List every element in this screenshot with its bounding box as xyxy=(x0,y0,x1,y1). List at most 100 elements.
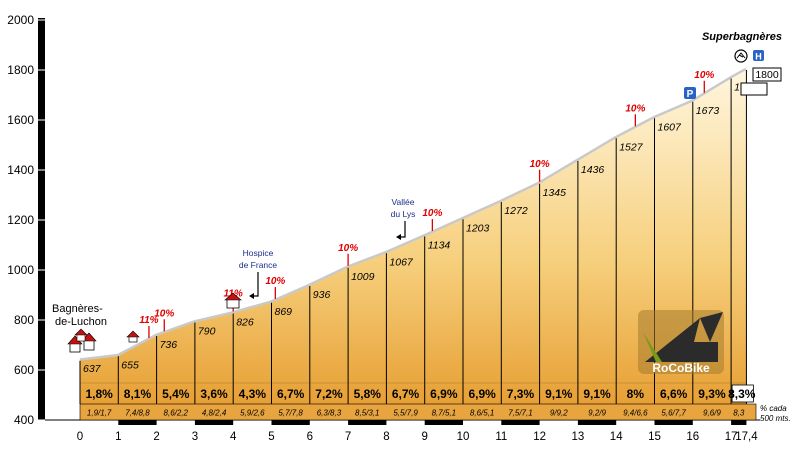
x-tick-label: 16 xyxy=(686,431,699,443)
town-label-line2: de-Luchon xyxy=(55,316,107,328)
hospice-icon xyxy=(224,292,242,309)
town-icon xyxy=(67,328,97,353)
segment-gradient-label: 6,7% xyxy=(392,387,420,401)
last-km-elevation-box xyxy=(740,82,768,96)
steep-marker-label: 10% xyxy=(265,276,285,287)
y-tick-label: 1600 xyxy=(7,113,34,127)
km-elevation-label: 826 xyxy=(236,317,254,329)
y-tick-label: 400 xyxy=(14,413,34,427)
segment-detail-label: 8,5/3,1 xyxy=(355,409,379,418)
x-tick-label: 4 xyxy=(230,431,237,443)
segment-detail-label: 4,8/2,4 xyxy=(202,409,227,418)
segment-detail-label: 6,3/8,3 xyxy=(317,409,342,418)
cyclist-sign-icon xyxy=(734,49,748,63)
x-tick-label: 7 xyxy=(345,431,351,443)
segment-detail-label: 5,6/7,7 xyxy=(661,409,686,418)
segment-detail-label: 7,5/7,1 xyxy=(508,409,532,418)
x-tick-label: 2 xyxy=(153,431,159,443)
segment-detail-label: 8,7/5,1 xyxy=(432,409,456,418)
segment-detail-label: 9/9,2 xyxy=(550,409,568,418)
svg-text:P: P xyxy=(687,89,694,100)
km-elevation-label: 1673 xyxy=(696,105,720,117)
segment-detail-label: 5,7/7,8 xyxy=(278,409,303,418)
x-tick-label: 5 xyxy=(268,431,274,443)
km-elevation-label: 1345 xyxy=(543,187,567,199)
x-axis-block xyxy=(654,420,693,425)
steep-marker-label: 10% xyxy=(694,70,714,81)
y-tick-label: 1800 xyxy=(7,63,34,77)
y-tick-label: 1000 xyxy=(7,263,34,277)
x-tick-label: 17 xyxy=(725,431,738,443)
vallee-label-line2: du Lys xyxy=(391,209,416,219)
segment-detail-label: 7,4/8,8 xyxy=(125,409,150,418)
km-elevation-label: 1272 xyxy=(504,205,528,217)
y-tick-label: 1400 xyxy=(7,163,34,177)
segment-detail-label: 8,3 xyxy=(733,409,745,418)
km-elevation-label: 1009 xyxy=(351,271,375,283)
x-tick-label: 11 xyxy=(495,431,507,443)
km-elevation-label: 655 xyxy=(121,359,139,371)
hospice-de-france-annotation: Hospice de France xyxy=(239,248,277,299)
x-tick-label: 3 xyxy=(192,431,198,443)
x-axis-block xyxy=(194,420,234,425)
rocobike-logo: RoCoBike xyxy=(638,310,724,375)
x-axis-block xyxy=(577,420,617,425)
detail-band xyxy=(79,403,757,421)
summit-name: Superbagnères xyxy=(702,31,782,43)
segment-gradient-label: 6,9% xyxy=(430,387,458,401)
x-tick-label: 13 xyxy=(572,431,585,443)
detail-labels: 1,9/1,7 7,4/8,8 8,6/2,2 4,8/2,4 5,9/2,6 5,7/7… xyxy=(87,409,745,418)
segment-gradient-label: 5,8% xyxy=(354,387,382,401)
steep-marker-label: 10% xyxy=(338,243,358,254)
y-axis-bar xyxy=(38,18,45,420)
segment-detail-label: 8,6/2,2 xyxy=(164,409,189,418)
steep-marker-label: 10% xyxy=(154,308,174,319)
segment-gradient-label: 1,8% xyxy=(85,387,113,401)
segment-gradient-label: 9,1% xyxy=(545,387,573,401)
steep-marker-label: 11% xyxy=(139,315,158,326)
segment-gradient-label: 6,9% xyxy=(468,387,496,401)
segment-gradient-label: 8,3% xyxy=(728,387,756,401)
segment-gradient-label: 3,6% xyxy=(200,387,228,401)
steep-marker-label: 10% xyxy=(625,103,645,114)
x-axis-block xyxy=(271,420,310,425)
x-tick-label: 17,4 xyxy=(735,431,758,443)
x-axis-block xyxy=(731,420,747,425)
brand-name: RoCoBike xyxy=(652,361,710,375)
segment-gradient-label: 8,1% xyxy=(124,387,152,401)
parking-icon: P xyxy=(684,87,696,100)
x-axis-segments xyxy=(118,420,747,425)
vallee-du-lys-annotation: Vallée du Lys xyxy=(391,197,416,240)
km-elevation-label: 1134 xyxy=(428,240,451,252)
segment-gradient-label: 4,3% xyxy=(239,387,267,401)
summit-elevation: 1800 xyxy=(755,69,779,81)
y-tick-label: 600 xyxy=(14,363,34,377)
y-tick-label: 2000 xyxy=(7,13,34,27)
segment-detail-label: 5,9/2,6 xyxy=(240,409,265,418)
x-tick-label: 10 xyxy=(457,431,470,443)
vallee-arrow-icon xyxy=(399,221,406,238)
km-elevation-label: 790 xyxy=(198,326,216,338)
last-gradient-box xyxy=(731,384,754,403)
x-tick-label: 14 xyxy=(610,431,623,443)
segment-gradient-label: 6,7% xyxy=(277,387,305,401)
x-axis-block xyxy=(348,420,387,425)
x-axis-block xyxy=(118,420,157,425)
x-tick-label: 12 xyxy=(533,431,546,443)
x-tick-label: 0 xyxy=(77,431,83,443)
km-elevation-label: 1067 xyxy=(389,256,414,268)
segment-gradient-label: 9,1% xyxy=(583,387,611,401)
segment-detail-label: 9,2/9 xyxy=(588,409,606,418)
hospice-arrow-icon xyxy=(252,272,259,297)
town-label-line1: Bagnères- xyxy=(52,303,103,315)
summit-elevation-box: 1800 xyxy=(752,67,782,82)
legend-note-line2: 500 mts. xyxy=(760,414,791,423)
x-axis-block xyxy=(424,420,463,425)
km-elevation-label: 936 xyxy=(313,289,331,301)
segment-gradient-label: 5,4% xyxy=(162,387,190,401)
y-tick-label: 1200 xyxy=(7,213,34,227)
hotel-icon: H xyxy=(753,50,764,62)
vallee-label-line1: Vallée xyxy=(392,197,415,207)
